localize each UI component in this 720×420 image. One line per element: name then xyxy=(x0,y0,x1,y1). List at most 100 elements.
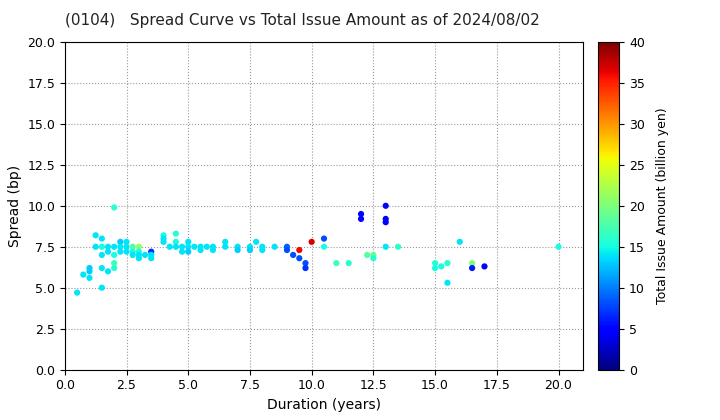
Point xyxy=(121,243,132,250)
Point xyxy=(269,243,280,250)
Point xyxy=(96,235,107,242)
Point xyxy=(109,260,120,266)
Point xyxy=(380,215,392,222)
Text: (0104)   Spread Curve vs Total Issue Amount as of 2024/08/02: (0104) Spread Curve vs Total Issue Amoun… xyxy=(65,13,540,28)
Point xyxy=(479,263,490,270)
Point xyxy=(454,239,466,245)
Point xyxy=(553,243,564,250)
Point xyxy=(256,247,268,253)
Point xyxy=(158,232,169,239)
Point xyxy=(78,271,89,278)
Y-axis label: Spread (bp): Spread (bp) xyxy=(8,165,22,247)
Point xyxy=(102,243,114,250)
Point xyxy=(114,243,126,250)
Y-axis label: Total Issue Amount (billion yen): Total Issue Amount (billion yen) xyxy=(656,108,669,304)
Point xyxy=(127,248,138,255)
Point xyxy=(330,260,342,266)
Point xyxy=(102,268,114,275)
Point xyxy=(220,239,231,245)
Point xyxy=(467,265,478,271)
Point xyxy=(139,252,150,258)
Point xyxy=(109,252,120,258)
Point xyxy=(133,243,145,250)
Point xyxy=(109,204,120,211)
Point xyxy=(392,243,404,250)
Point xyxy=(380,202,392,209)
Point xyxy=(429,260,441,266)
Point xyxy=(96,252,107,258)
Point xyxy=(300,260,311,266)
Point xyxy=(282,243,293,250)
Point xyxy=(96,265,107,271)
Point xyxy=(441,260,453,266)
Point xyxy=(441,279,453,286)
Point xyxy=(380,219,392,226)
Point xyxy=(195,247,207,253)
Point xyxy=(176,243,188,250)
Point xyxy=(361,252,373,258)
Point xyxy=(109,265,120,271)
Point xyxy=(201,243,212,250)
Point xyxy=(90,243,102,250)
Point xyxy=(145,252,157,258)
Point xyxy=(318,243,330,250)
Point xyxy=(220,243,231,250)
Point xyxy=(145,248,157,255)
Point xyxy=(287,252,299,258)
Point xyxy=(176,248,188,255)
Point xyxy=(256,243,268,250)
Point xyxy=(244,243,256,250)
Point xyxy=(182,243,194,250)
Point xyxy=(84,275,95,281)
Point xyxy=(109,243,120,250)
Point xyxy=(114,248,126,255)
Point xyxy=(251,239,262,245)
Point xyxy=(207,247,219,253)
Point xyxy=(71,289,83,296)
Point xyxy=(467,260,478,266)
Point xyxy=(102,248,114,255)
Point xyxy=(182,248,194,255)
X-axis label: Duration (years): Duration (years) xyxy=(267,398,381,412)
Point xyxy=(121,239,132,245)
Point xyxy=(96,284,107,291)
Point xyxy=(436,263,447,270)
Point xyxy=(282,247,293,253)
Point xyxy=(355,215,366,222)
Point xyxy=(368,252,379,258)
Point xyxy=(368,255,379,262)
Point xyxy=(170,230,181,237)
Point xyxy=(306,239,318,245)
Point xyxy=(343,260,354,266)
Point xyxy=(232,247,243,253)
Point xyxy=(232,243,243,250)
Point xyxy=(158,239,169,245)
Point xyxy=(158,235,169,242)
Point xyxy=(127,243,138,250)
Point xyxy=(133,252,145,258)
Point xyxy=(145,255,157,262)
Point xyxy=(90,232,102,239)
Point xyxy=(380,243,392,250)
Point xyxy=(170,239,181,245)
Point xyxy=(84,265,95,271)
Point xyxy=(300,265,311,271)
Point xyxy=(170,243,181,250)
Point xyxy=(127,252,138,258)
Point xyxy=(133,255,145,262)
Point xyxy=(207,243,219,250)
Point xyxy=(318,235,330,242)
Point xyxy=(182,239,194,245)
Point xyxy=(294,247,305,253)
Point xyxy=(294,255,305,262)
Point xyxy=(429,265,441,271)
Point xyxy=(133,248,145,255)
Point xyxy=(114,239,126,245)
Point xyxy=(244,247,256,253)
Point xyxy=(84,268,95,275)
Point xyxy=(121,248,132,255)
Point xyxy=(355,210,366,217)
Point xyxy=(189,243,200,250)
Point xyxy=(164,243,176,250)
Point xyxy=(96,243,107,250)
